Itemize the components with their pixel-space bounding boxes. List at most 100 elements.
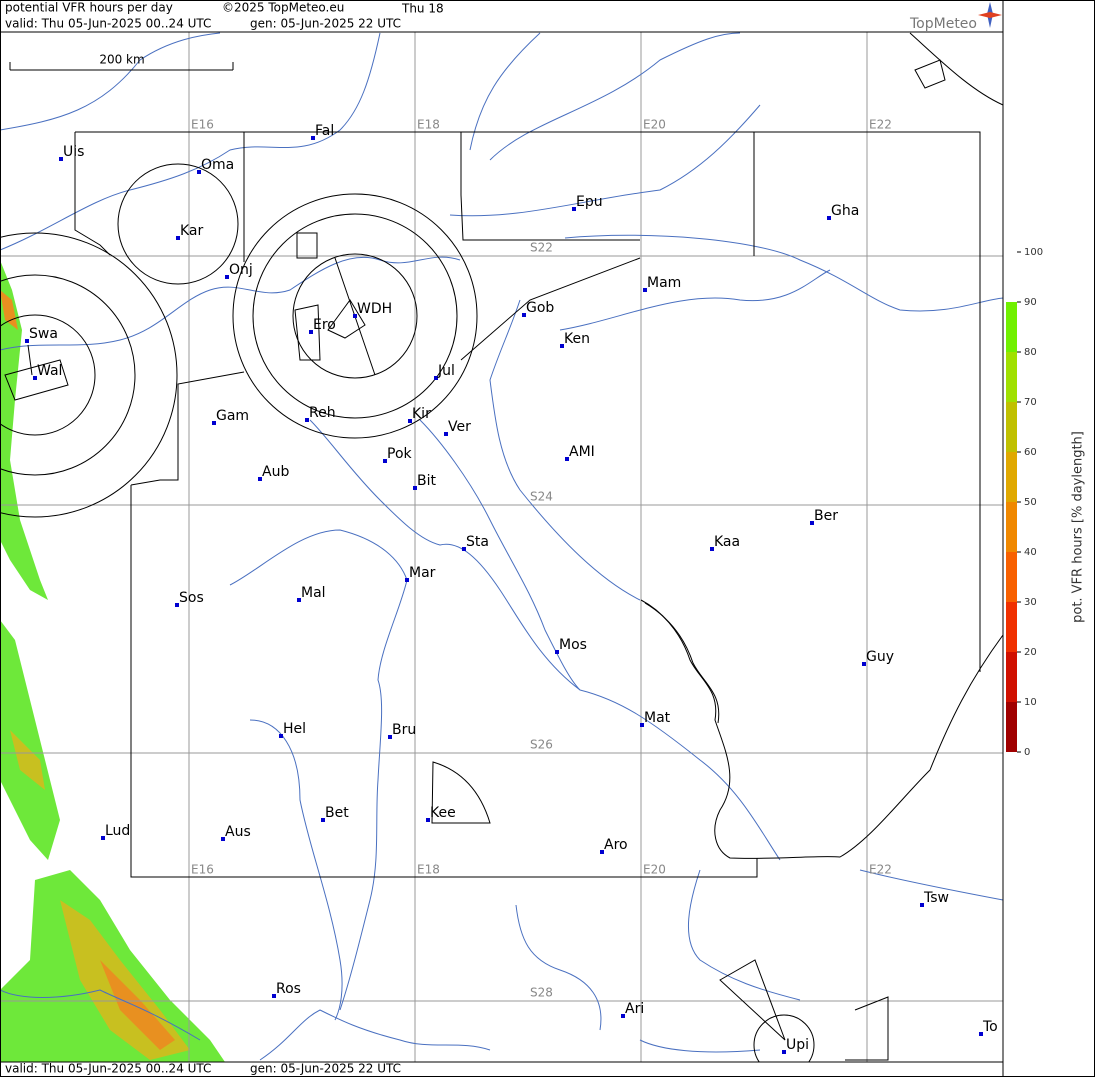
latitude-label: S26 [530, 738, 553, 752]
station-marker [101, 836, 105, 840]
station-marker [434, 376, 438, 380]
station-label: Epu [576, 194, 603, 210]
station-label: Oma [201, 157, 234, 173]
station-label: WDH [357, 301, 392, 317]
station-marker [462, 547, 466, 551]
colorbar-tick-label: 90 [1024, 297, 1037, 308]
station-marker [33, 376, 37, 380]
latitude-label: S28 [530, 986, 553, 1000]
station-label: Sta [466, 534, 489, 550]
station-label: Bru [392, 722, 416, 738]
station-marker [225, 275, 229, 279]
longitude-label: E18 [417, 863, 440, 877]
station-label: Ber [814, 508, 838, 524]
station-label: Sos [179, 590, 204, 606]
station-label: Gob [526, 300, 554, 316]
station-marker [413, 486, 417, 490]
rivers [0, 32, 1004, 1061]
station-label: Aro [604, 837, 628, 853]
scale-bar-label: 200 km [99, 53, 144, 67]
station-marker [426, 818, 430, 822]
station-marker [572, 207, 576, 211]
station-marker [221, 837, 225, 841]
copyright: ©2025 TopMeteo.eu [222, 1, 344, 15]
station-label: Mam [647, 275, 681, 291]
station-label: Onj [229, 262, 253, 278]
station-label: Pok [387, 446, 413, 462]
longitude-label: E22 [869, 118, 892, 132]
station-marker [827, 216, 831, 220]
station-marker [279, 734, 283, 738]
station-marker [59, 157, 63, 161]
colorbar-tick-label: 50 [1024, 497, 1037, 508]
logo-icon [978, 2, 1002, 28]
colorbar-segment [1006, 602, 1017, 652]
logo: TopMeteo [909, 16, 977, 32]
longitude-label: E18 [417, 118, 440, 132]
station-label: Lud [105, 823, 130, 839]
colorbar-segment [1006, 552, 1017, 602]
station-label: Ero [313, 317, 336, 333]
station-marker [383, 459, 387, 463]
latitude-label: S24 [530, 490, 553, 504]
day-label: Thu 18 [401, 2, 444, 16]
longitude-label: E16 [191, 118, 214, 132]
station-marker [388, 735, 392, 739]
station-marker [621, 1014, 625, 1018]
valid-time: valid: Thu 05-Jun-2025 00..24 UTC [5, 1062, 211, 1076]
station-marker [321, 818, 325, 822]
title: potential VFR hours per day [5, 1, 173, 15]
colorbar-tick-label: 10 [1024, 697, 1037, 708]
station-label: Ken [564, 331, 590, 347]
latitude-label: S22 [530, 241, 553, 255]
colorbar-label: pot. VFR hours [% daylength] [1071, 431, 1086, 623]
station-label: Ari [625, 1001, 644, 1017]
colorbar-segment [1006, 402, 1017, 452]
longitude-label: E16 [191, 863, 214, 877]
station-label: Ver [448, 419, 471, 435]
station-marker [272, 994, 276, 998]
station-marker [25, 339, 29, 343]
colorbar-segment [1006, 502, 1017, 552]
station-label: Uis [63, 144, 84, 160]
station-label: Wal [37, 363, 62, 379]
station-label: AMI [569, 444, 595, 460]
station-marker [258, 477, 262, 481]
station-marker [297, 598, 301, 602]
station-label: Bet [325, 805, 349, 821]
station-label: Mos [559, 637, 587, 653]
station-label: Swa [29, 326, 58, 342]
terrain [0, 260, 225, 1062]
station-marker [175, 603, 179, 607]
generated-time: gen: 05-Jun-2025 22 UTC [250, 1062, 401, 1076]
station-label: Hel [283, 721, 306, 737]
station-marker [862, 662, 866, 666]
station-marker [353, 314, 357, 318]
station-label: Kar [180, 223, 204, 239]
longitude-label: E20 [643, 863, 666, 877]
station-label: Mat [644, 710, 671, 726]
station-label: Gha [831, 203, 859, 219]
station-label: Reh [309, 405, 336, 421]
station-marker [305, 418, 309, 422]
valid-time: valid: Thu 05-Jun-2025 00..24 UTC [5, 17, 211, 31]
longitude-label: E20 [643, 118, 666, 132]
station-marker [212, 421, 216, 425]
colorbar-tick-label: 60 [1024, 447, 1037, 458]
station-marker [710, 547, 714, 551]
footer-bar [0, 1062, 1003, 1077]
station-label: Kaa [714, 534, 740, 550]
station-marker [643, 288, 647, 292]
station-marker [810, 521, 814, 525]
colorbar-segment [1006, 652, 1017, 702]
station-label: Fal [315, 123, 334, 139]
colorbar-tick-label: 100 [1024, 247, 1043, 258]
station-label: Aus [225, 824, 251, 840]
colorbar-segment [1006, 302, 1017, 352]
longitude-label: E22 [869, 863, 892, 877]
station-label: Kee [430, 805, 456, 821]
station-marker [405, 578, 409, 582]
station-label: Mal [301, 585, 326, 601]
station-label: Jul [437, 363, 455, 379]
station-marker [408, 419, 412, 423]
